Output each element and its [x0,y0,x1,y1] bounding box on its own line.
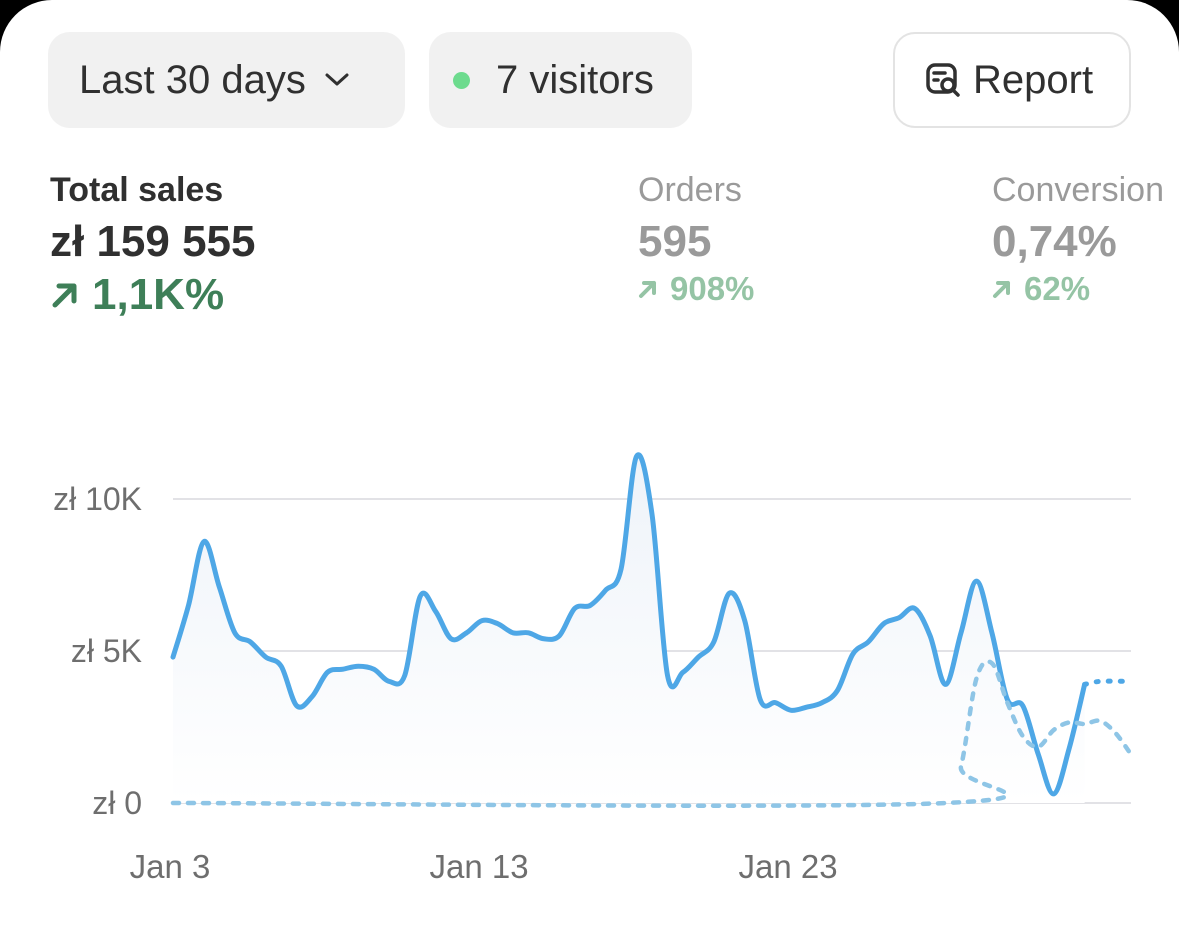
sales-chart[interactable]: zł 0 zł 5K zł 10K Jan 3 Jan 13 Jan 23 [0,0,1179,907]
y-tick-label: zł 5K [71,633,142,669]
total-sales-label: Total sales [50,171,224,209]
y-tick-label: zł 10K [53,481,142,517]
report-button[interactable]: Report [893,32,1131,128]
series-area [173,454,1085,803]
orders-change: 908% [638,270,754,308]
orders-value: 595 [638,217,712,266]
date-range-label: Last 30 days [79,57,306,102]
conversion-change: 62% [992,270,1164,308]
x-tick-label: Jan 23 [739,848,838,885]
total-sales-change: 1,1K% [50,270,256,320]
orders-change-value: 908% [670,270,755,307]
arrow-up-right-icon [50,280,80,310]
arrow-up-right-icon [638,279,658,299]
series-line-current-incomplete [1082,678,1134,687]
conversion-label: Conversion [992,171,1164,209]
live-status-dot [453,71,470,89]
metric-orders[interactable]: Orders 595 908% [638,170,754,308]
date-range-dropdown[interactable]: Last 30 days [48,32,405,128]
metric-conversion[interactable]: Conversion 0,74% 62% [992,170,1164,308]
report-label: Report [973,57,1094,102]
chevron-down-icon [324,72,350,88]
orders-label: Orders [638,171,742,209]
y-tick-label: zł 0 [92,785,142,821]
conversion-change-value: 62% [1024,270,1091,307]
total-sales-change-value: 1,1K% [92,270,225,319]
x-tick-label: Jan 13 [429,848,528,885]
conversion-value: 0,74% [992,217,1117,266]
report-search-icon [925,61,963,99]
series-line-current [170,452,1088,797]
total-sales-value: zł 159 555 [50,217,256,266]
live-visitors-button[interactable]: 7 visitors [429,32,692,128]
metric-total-sales[interactable]: Total sales zł 159 555 1,1K% [50,170,256,320]
arrow-up-right-icon [992,279,1012,299]
series-line-comparison [170,659,1134,808]
visitors-label: 7 visitors [496,57,654,102]
x-tick-label: Jan 3 [130,848,211,885]
